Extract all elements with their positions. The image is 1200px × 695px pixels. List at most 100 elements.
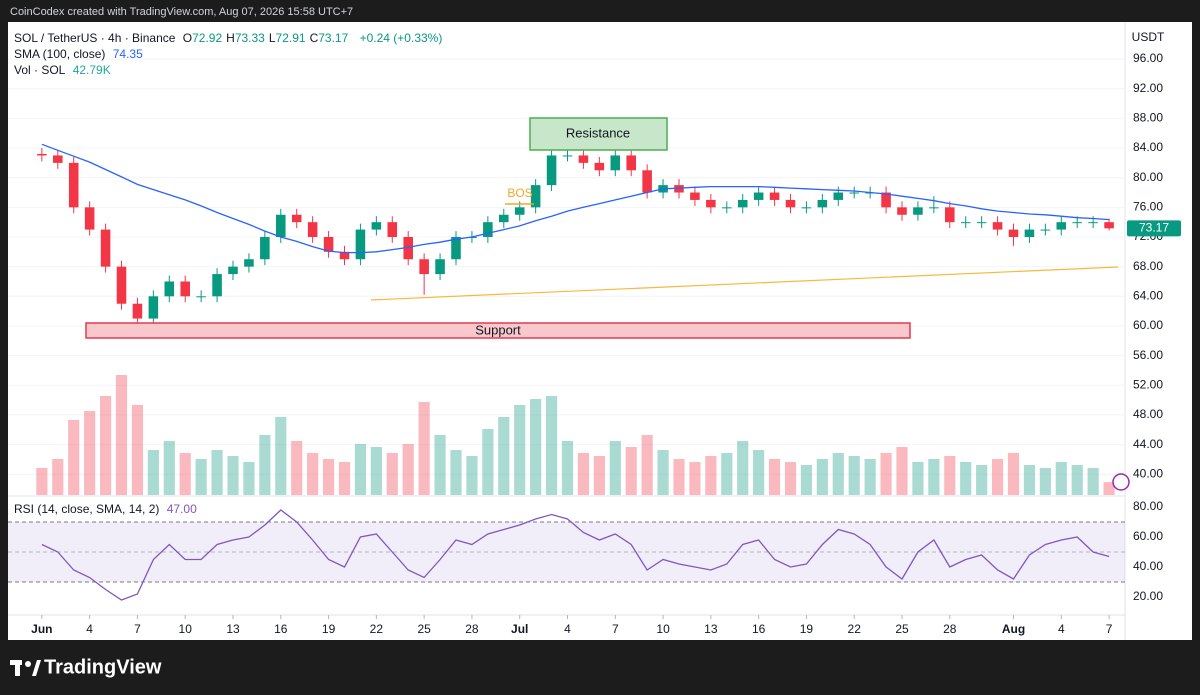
candle-body xyxy=(435,259,445,275)
candle-body xyxy=(881,192,891,208)
vol-name: Vol · SOL xyxy=(14,63,66,77)
volume-bar xyxy=(641,435,653,495)
candle-body xyxy=(1040,229,1051,231)
x-tick-label: 25 xyxy=(417,622,431,636)
volume-bar xyxy=(991,459,1004,495)
candle-body xyxy=(610,155,621,171)
y-tick-label: 80.00 xyxy=(1133,170,1163,184)
candle-body xyxy=(690,192,700,200)
candle-body xyxy=(960,222,971,224)
alert-icon[interactable] xyxy=(1112,473,1130,491)
volume-bar xyxy=(1023,465,1036,495)
y-tick-label: 92.00 xyxy=(1133,81,1163,95)
candle-body xyxy=(291,214,302,223)
candle-body xyxy=(626,155,636,171)
volume-bar xyxy=(1007,453,1020,495)
candle-body xyxy=(578,155,589,163)
rsi-tick-label: 60.00 xyxy=(1133,529,1163,543)
x-tick-label: 22 xyxy=(848,622,862,636)
volume-bar xyxy=(960,462,972,495)
volume-bar xyxy=(737,441,749,495)
x-tick-label: 4 xyxy=(86,622,93,636)
volume-bar xyxy=(354,444,367,495)
volume-bar xyxy=(291,441,303,495)
volume-bar xyxy=(944,456,956,495)
volume-bar xyxy=(593,456,605,495)
candle-body xyxy=(37,153,47,156)
legend-main: SOL / TetherUS · 4h · Binance O72.92 H73.… xyxy=(14,31,446,45)
candle-body xyxy=(562,155,573,157)
candle-body xyxy=(737,199,748,208)
candle-body xyxy=(706,199,716,208)
candle-body xyxy=(180,281,190,297)
candle-body xyxy=(212,274,222,297)
volume-bar xyxy=(482,429,494,495)
candle-body xyxy=(164,281,175,297)
ohlc-label: L xyxy=(268,31,276,45)
volume-bar xyxy=(577,453,590,495)
x-tick-label: 7 xyxy=(1106,622,1113,636)
sma-name: SMA (100, close) xyxy=(14,47,106,61)
volume-bar xyxy=(307,453,319,495)
volume-bar xyxy=(848,456,860,495)
y-tick-label: 60.00 xyxy=(1133,318,1163,332)
volume-bar xyxy=(195,459,207,495)
candle-body xyxy=(929,207,939,209)
volume-bar xyxy=(68,420,80,495)
rsi-tick-label: 20.00 xyxy=(1133,589,1163,603)
price-tag-label: 73.17 xyxy=(1139,220,1169,234)
y-tick-label: 48.00 xyxy=(1133,407,1163,421)
volume-bar xyxy=(561,441,574,495)
trendline xyxy=(370,266,1119,301)
brand: TradingView xyxy=(44,656,162,678)
x-tick-label: 13 xyxy=(704,622,718,636)
candle-body xyxy=(769,192,780,200)
legend-rsi: RSI (14, close, SMA, 14, 2) 47.00 xyxy=(14,502,201,516)
volume-bar xyxy=(832,453,844,495)
x-tick-label: Jul xyxy=(511,622,528,636)
volume-bar xyxy=(753,450,765,495)
volume-bar xyxy=(386,453,398,495)
volume-bar xyxy=(434,435,446,495)
volume-bar xyxy=(816,459,828,495)
candle-body xyxy=(849,192,859,194)
ohlc: O72.92 H73.33 L72.91 C73.17 xyxy=(183,31,353,45)
candle-body xyxy=(976,222,987,224)
volume-bar xyxy=(673,459,685,495)
candle-body xyxy=(1088,222,1098,224)
sma-line xyxy=(41,143,1110,254)
volume-bar xyxy=(402,444,414,495)
x-tick-label: Jun xyxy=(31,622,52,636)
ohlc-label: H xyxy=(226,31,235,45)
x-tick-label: 4 xyxy=(564,622,571,636)
volume-bar xyxy=(322,459,335,495)
ohlc-value: 72.91 xyxy=(275,31,306,45)
volume-bar xyxy=(36,468,48,495)
y-tick-label: 68.00 xyxy=(1133,259,1163,273)
tv-logo xyxy=(10,660,41,676)
x-tick-label: 28 xyxy=(465,622,479,636)
y-tick-label: 64.00 xyxy=(1133,288,1163,302)
candle-body xyxy=(897,207,907,215)
support-box xyxy=(85,322,911,339)
candle-body xyxy=(100,229,111,267)
candle-body xyxy=(530,185,541,208)
candle-body xyxy=(339,251,350,260)
volume-bar xyxy=(115,375,128,495)
y-tick-label: 44.00 xyxy=(1133,437,1163,451)
support-label: Support xyxy=(475,322,521,337)
candle-body xyxy=(1056,222,1067,230)
candle-body xyxy=(451,237,461,260)
x-tick-label: Aug xyxy=(1002,622,1025,636)
volume-bar xyxy=(338,462,351,495)
candle-body xyxy=(132,303,143,319)
rsi-tick-label: 40.00 xyxy=(1133,559,1163,573)
resistance-label: Resistance xyxy=(566,125,630,140)
candle-body xyxy=(945,207,955,223)
rsi-tick-label: 80.00 xyxy=(1133,499,1163,513)
volume-bar xyxy=(450,450,462,495)
candle-body xyxy=(68,162,79,208)
volume-bar xyxy=(609,441,621,495)
volume-bar xyxy=(530,399,542,495)
y-tick-label: 88.00 xyxy=(1133,111,1163,125)
